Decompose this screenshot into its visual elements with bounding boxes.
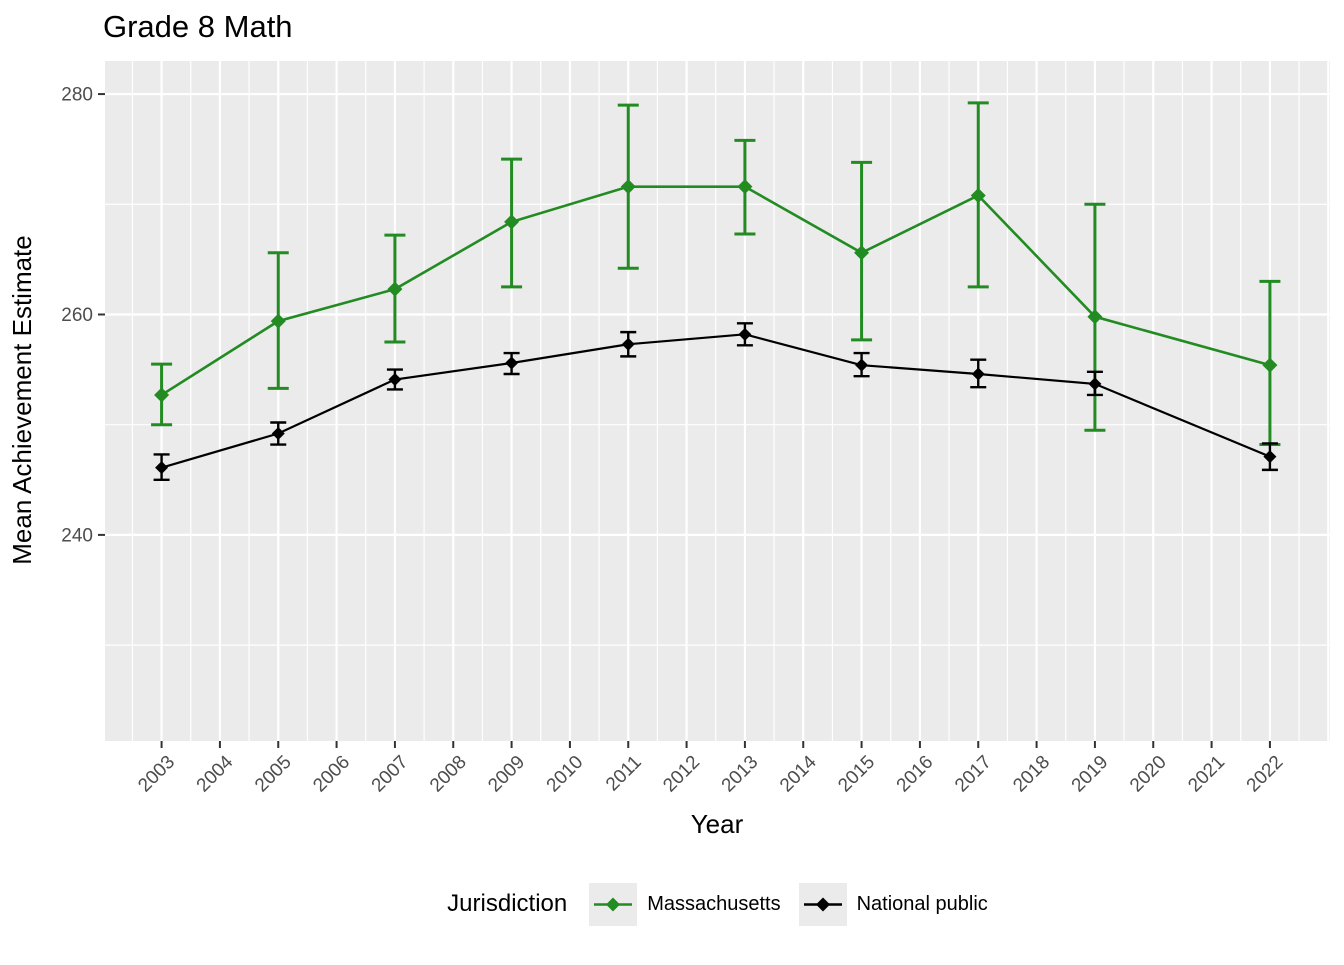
x-tick-label: 2006 [309, 752, 354, 797]
legend-key-icon [589, 882, 638, 926]
x-tick-label: 2015 [834, 752, 879, 797]
x-tick-label: 2014 [776, 751, 821, 796]
legend-point [606, 897, 621, 911]
x-tick-label: 2013 [718, 752, 763, 797]
data-point [1088, 377, 1102, 391]
data-point [270, 313, 286, 329]
x-tick-label: 2016 [893, 752, 938, 797]
series-national-public [153, 322, 1278, 482]
y-tick-label: 240 [61, 525, 93, 546]
data-point [970, 187, 986, 203]
legend-item-massachusetts: Massachusetts [589, 882, 781, 926]
x-tick-label: 2012 [659, 752, 704, 797]
x-tick-label: 2010 [543, 752, 588, 797]
data-point [620, 179, 636, 195]
data-point [621, 337, 635, 351]
data-point [737, 179, 753, 195]
data-point [1262, 357, 1278, 373]
legend-item-label: Massachusetts [647, 892, 781, 915]
x-tick-label: 2007 [368, 752, 413, 797]
legend-key-icon [798, 882, 847, 926]
series-massachusetts [151, 101, 1281, 447]
plot-panel [105, 61, 1330, 741]
legend-item-label: National public [856, 892, 988, 915]
series-line [161, 333, 1271, 469]
y-tick-label: 260 [61, 305, 93, 326]
legend: Jurisdiction Massachusetts National publi… [105, 876, 1330, 932]
data-point [1087, 309, 1103, 325]
data-point [1263, 450, 1277, 464]
legend-point [815, 897, 830, 911]
legend-title: Jurisdiction [447, 890, 568, 917]
legend-item-national-public: National public [798, 882, 988, 926]
data-point [855, 358, 869, 372]
data-point [971, 367, 985, 381]
x-tick-label: 2005 [251, 752, 296, 797]
chart-title: Grade 8 Math [103, 9, 293, 44]
y-tick-label: 280 [61, 85, 93, 106]
data-point [504, 214, 520, 230]
data-point [155, 461, 169, 475]
data-point [388, 373, 402, 387]
x-tick-label: 2011 [602, 752, 646, 796]
series-line [160, 185, 1271, 397]
data-point [154, 387, 170, 403]
data-point [271, 427, 285, 441]
x-axis-title: Year [691, 809, 744, 839]
x-tick-label: 2020 [1126, 752, 1171, 797]
y-axis-title: Mean Achievement Estimate [7, 235, 37, 565]
data-point [854, 245, 870, 261]
data-point [505, 356, 519, 370]
data-point [387, 281, 403, 297]
x-tick-label: 2021 [1184, 752, 1229, 797]
x-tick-label: 2017 [951, 752, 996, 797]
x-tick-label: 2003 [134, 752, 179, 797]
x-tick-label: 2018 [1009, 752, 1054, 797]
x-tick-label: 2008 [426, 752, 471, 797]
data-point [738, 327, 752, 341]
x-tick-label: 2009 [484, 752, 529, 797]
x-tick-label: 2004 [193, 751, 238, 796]
x-tick-label: 2019 [1068, 752, 1113, 797]
x-tick-label: 2022 [1243, 752, 1288, 797]
